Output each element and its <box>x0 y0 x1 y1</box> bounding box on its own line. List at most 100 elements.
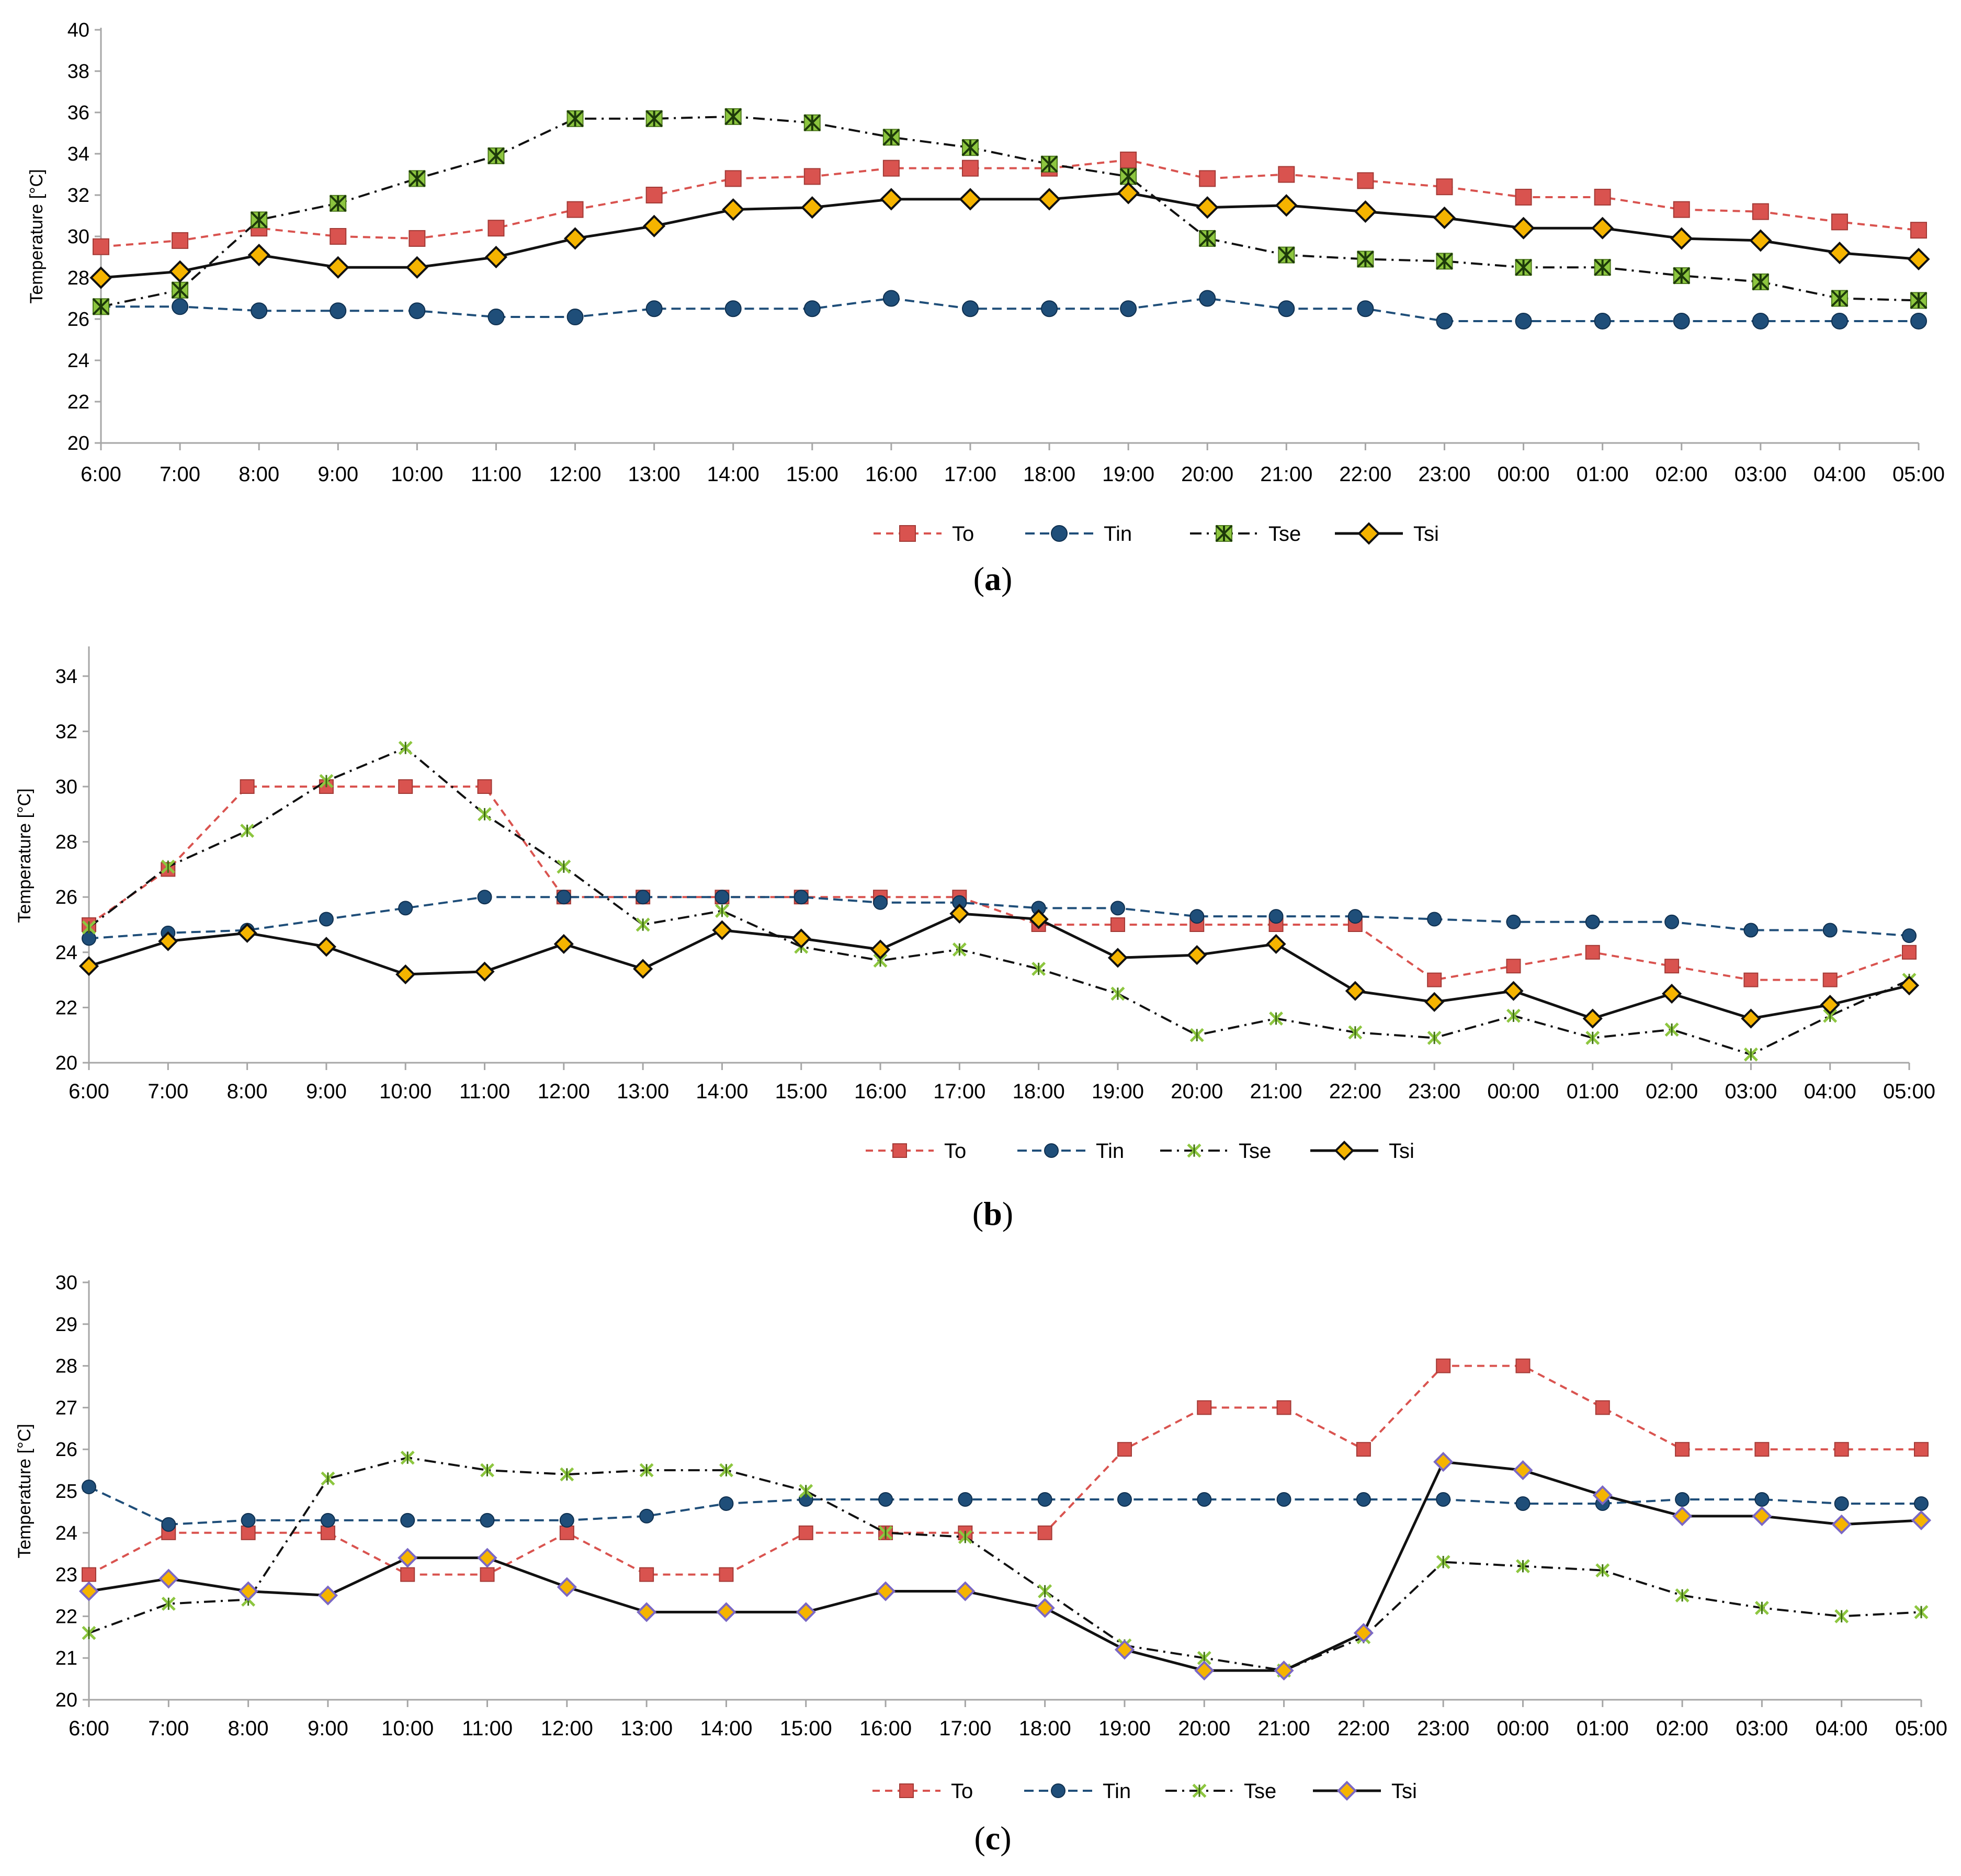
marker-tsi-7 <box>633 959 653 979</box>
marker-tse-21 <box>1752 273 1770 291</box>
x-tick-label: 10:00 <box>381 1717 434 1740</box>
marker-to-21 <box>1743 972 1759 987</box>
marker-tse-7 <box>636 917 650 932</box>
marker-tin-1 <box>161 1517 176 1532</box>
x-tick-label: 13:00 <box>628 463 681 486</box>
marker-to-16 <box>1356 1442 1371 1457</box>
series-tsi <box>78 1452 1932 1681</box>
legend: To Tin Tse Tsi <box>866 1140 1414 1163</box>
marker-tin-17 <box>1436 312 1453 329</box>
marker-to-5 <box>488 220 505 237</box>
marker-to-18 <box>1506 959 1521 974</box>
marker-tin-8 <box>724 300 742 317</box>
marker-tsi-7 <box>637 1602 657 1622</box>
marker-tsi-0 <box>78 1581 99 1601</box>
x-tick-label: 01:00 <box>1567 1080 1619 1103</box>
marker-tse-9 <box>799 1484 813 1498</box>
marker-to-6 <box>566 201 584 218</box>
marker-to-5 <box>477 779 492 794</box>
marker-to-10 <box>882 160 900 177</box>
x-tick-label: 16:00 <box>865 463 917 486</box>
marker-tsi-legend <box>1334 1140 1355 1161</box>
marker-to-15 <box>1278 166 1295 183</box>
panel-letter: a <box>984 560 1001 597</box>
x-tick-label: 9:00 <box>318 463 358 486</box>
marker-tin-21 <box>1752 312 1769 329</box>
marker-tin-23 <box>1910 312 1927 329</box>
x-tick-label: 18:00 <box>1019 1717 1071 1740</box>
marker-tse-4 <box>408 169 426 187</box>
marker-tsi-18 <box>1503 981 1524 1001</box>
series-tse <box>92 108 1928 315</box>
x-tick-label: 05:00 <box>1883 1080 1935 1103</box>
x-tick-label: 18:00 <box>1023 463 1075 486</box>
marker-tse-6 <box>566 110 584 128</box>
marker-tse-5 <box>478 807 492 822</box>
panel-letter: b <box>983 1195 1002 1232</box>
series-tin <box>82 1480 1929 1532</box>
marker-tin-4 <box>400 1513 415 1528</box>
marker-tse-22 <box>1834 1609 1849 1623</box>
y-tick-label: 30 <box>55 776 77 798</box>
marker-tin-13 <box>1110 901 1125 916</box>
legend-item-tse: Tse <box>1190 522 1301 545</box>
x-tick-label: 12:00 <box>549 463 601 486</box>
x-tick-label: 00:00 <box>1497 1717 1549 1740</box>
marker-tse-legend <box>1187 1143 1201 1158</box>
legend-item-to: To <box>874 522 974 545</box>
marker-tsi-6 <box>553 934 574 954</box>
marker-tse-16 <box>1356 251 1374 268</box>
marker-tin-4 <box>398 901 413 916</box>
marker-to-2 <box>240 779 255 794</box>
marker-to-6 <box>559 1525 574 1540</box>
marker-to-11 <box>961 160 979 177</box>
legend-item-tse: Tse <box>1160 1140 1271 1163</box>
marker-to-21 <box>1752 203 1769 220</box>
marker-tsi-18 <box>1512 217 1535 240</box>
marker-tin-7 <box>636 890 651 905</box>
series-tsi <box>89 181 1930 289</box>
y-tick-label: 40 <box>67 19 89 41</box>
marker-tsi-4 <box>395 964 416 985</box>
x-tick-label: 02:00 <box>1656 463 1708 486</box>
marker-tsi-1 <box>158 931 178 951</box>
marker-tsi-11 <box>955 1581 976 1601</box>
marker-tsi-17 <box>1433 206 1456 230</box>
series-tin <box>93 290 1927 329</box>
marker-to-8 <box>719 1567 734 1582</box>
marker-tsi-4 <box>405 256 428 279</box>
x-tick-label: 9:00 <box>308 1717 348 1740</box>
marker-tin-8 <box>719 1496 734 1511</box>
marker-tsi-8 <box>712 920 732 940</box>
x-tick-label: 16:00 <box>854 1080 906 1103</box>
y-tick-label: 24 <box>55 942 77 964</box>
x-tick-label: 03:00 <box>1735 463 1787 486</box>
marker-tse-2 <box>240 824 255 838</box>
marker-tsi-16 <box>1353 1623 1374 1643</box>
x-tick-label: 14:00 <box>707 463 760 486</box>
marker-tsi-20 <box>1670 227 1693 250</box>
marker-tsi-19 <box>1582 1008 1603 1029</box>
marker-tin-19 <box>1585 914 1600 929</box>
x-tick-label: 17:00 <box>939 1717 991 1740</box>
y-tick-label: 30 <box>55 1272 77 1294</box>
marker-tse-3 <box>319 774 334 788</box>
marker-tse-1 <box>161 1596 176 1611</box>
marker-tin-15 <box>1268 909 1284 924</box>
marker-tin-6 <box>559 1513 574 1528</box>
marker-tsi-15 <box>1266 934 1286 954</box>
marker-tsi-11 <box>949 903 970 924</box>
marker-to-15 <box>1276 1400 1291 1415</box>
marker-tsi-21 <box>1749 229 1772 252</box>
marker-tin-3 <box>319 912 334 927</box>
marker-tse-7 <box>645 110 663 128</box>
marker-tsi-16 <box>1354 200 1377 223</box>
x-tick-label: 16:00 <box>859 1717 912 1740</box>
legend-label: Tsi <box>1389 1140 1414 1163</box>
x-tick-label: 17:00 <box>944 463 996 486</box>
x-tick-label: 03:00 <box>1736 1717 1788 1740</box>
x-tick-label: 12:00 <box>541 1717 593 1740</box>
marker-tse-8 <box>724 108 742 126</box>
marker-tin-5 <box>477 890 492 905</box>
y-tick-label: 20 <box>67 433 89 454</box>
